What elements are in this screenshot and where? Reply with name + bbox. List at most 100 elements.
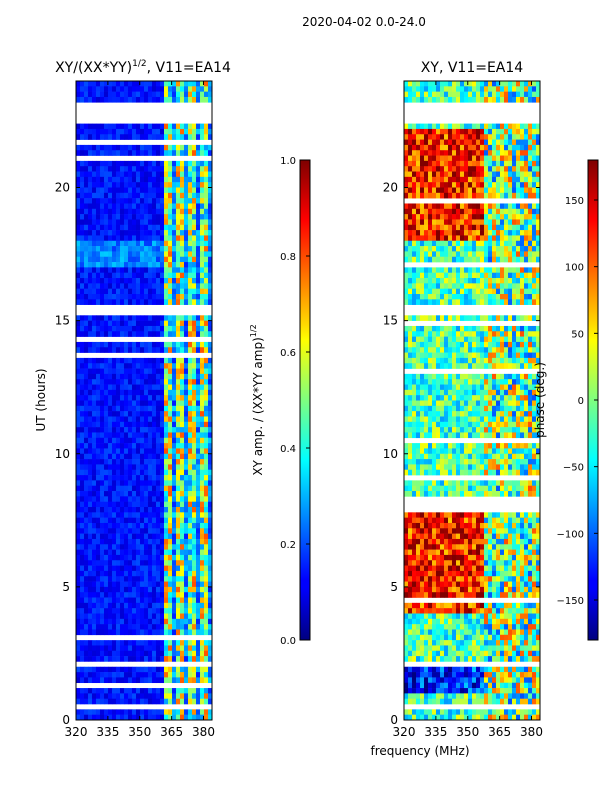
heatmap-cell xyxy=(180,389,185,396)
heatmap-cell xyxy=(464,251,469,258)
heatmap-cell xyxy=(196,341,201,348)
heatmap-cell xyxy=(208,278,213,284)
heatmap-cell xyxy=(108,256,113,263)
heatmap-cell xyxy=(116,294,121,300)
heatmap-cell xyxy=(160,203,165,210)
heatmap-cell xyxy=(428,150,433,156)
heatmap-cell xyxy=(176,411,181,417)
heatmap-cell xyxy=(144,267,149,274)
heatmap-cell xyxy=(464,192,469,199)
heatmap-cell xyxy=(524,144,529,151)
heatmap-cell xyxy=(200,693,205,700)
heatmap-cell xyxy=(148,208,153,215)
heatmap-cell xyxy=(164,235,169,242)
heatmap-cell xyxy=(84,91,89,98)
heatmap-cell xyxy=(76,176,81,183)
heatmap-cell xyxy=(132,656,137,662)
heatmap-cell xyxy=(208,618,213,625)
heatmap-cell xyxy=(88,427,93,433)
heatmap-cell xyxy=(96,325,101,332)
heatmap-cell xyxy=(108,656,113,662)
heatmap-cell xyxy=(80,81,85,87)
heatmap-cell xyxy=(180,507,185,513)
heatmap-cell xyxy=(120,299,125,305)
heatmap-cell xyxy=(148,453,153,460)
heatmap-cell xyxy=(148,512,153,518)
heatmap-cell xyxy=(164,714,169,721)
heatmap-cell xyxy=(516,192,521,199)
heatmap-cell xyxy=(100,544,105,550)
heatmap-cell xyxy=(532,86,537,92)
heatmap-cell xyxy=(116,602,121,609)
heatmap-cell xyxy=(124,123,129,130)
heatmap-cell xyxy=(504,246,509,252)
heatmap-cell xyxy=(416,208,421,215)
heatmap-cell xyxy=(444,325,449,332)
heatmap-cell xyxy=(500,246,505,252)
heatmap-cell xyxy=(180,91,185,98)
heatmap-cell xyxy=(92,357,97,364)
heatmap-cell xyxy=(172,576,177,582)
heatmap-cell xyxy=(496,230,501,236)
heatmap-cell xyxy=(172,427,177,433)
heatmap-cell xyxy=(108,208,113,215)
amp-colorbar-gradient xyxy=(299,159,311,641)
heatmap-cell xyxy=(180,528,185,534)
heatmap-cell xyxy=(88,602,93,609)
heatmap-cell xyxy=(196,592,201,598)
heatmap-cell xyxy=(100,341,105,348)
heatmap-cell xyxy=(112,331,117,337)
heatmap-cell xyxy=(420,219,425,226)
heatmap-cell xyxy=(124,427,129,433)
heatmap-cell xyxy=(532,208,537,215)
heatmap-cell xyxy=(184,278,189,284)
heatmap-cell xyxy=(196,581,201,588)
heatmap-cell xyxy=(204,91,209,98)
heatmap-cell xyxy=(164,592,169,598)
heatmap-cell xyxy=(188,656,193,662)
heatmap-cell xyxy=(100,624,105,630)
heatmap-cell xyxy=(460,267,465,274)
heatmap-cell xyxy=(532,91,537,98)
heatmap-cell xyxy=(108,160,113,167)
heatmap-cell xyxy=(404,267,409,274)
heatmap-cell xyxy=(472,128,477,135)
heatmap-cell xyxy=(116,373,121,380)
heatmap-cell xyxy=(200,608,205,614)
heatmap-cell xyxy=(160,459,165,465)
heatmap-cell xyxy=(120,325,125,332)
heatmap-cell xyxy=(516,331,521,337)
heatmap-cell xyxy=(112,629,117,636)
heatmap-cell xyxy=(192,475,197,481)
heatmap-cell xyxy=(144,443,149,449)
heatmap-cell xyxy=(456,182,461,188)
heatmap-cell xyxy=(156,618,161,625)
heatmap-cell xyxy=(84,224,89,231)
heatmap-cell xyxy=(472,246,477,252)
heatmap-cell xyxy=(120,554,125,561)
heatmap-cell xyxy=(164,251,169,258)
heatmap-cell xyxy=(164,176,169,183)
heatmap-cell xyxy=(80,709,85,715)
heatmap-cell xyxy=(424,203,429,210)
heatmap-cell xyxy=(172,432,177,439)
heatmap-cell xyxy=(480,256,485,263)
heatmap-cell xyxy=(172,219,177,226)
heatmap-cell xyxy=(192,198,197,204)
heatmap-cell xyxy=(100,267,105,274)
heatmap-cell xyxy=(120,128,125,135)
heatmap-cell xyxy=(92,187,97,194)
heatmap-cell xyxy=(124,459,129,465)
heatmap-cell xyxy=(420,86,425,92)
heatmap-cell xyxy=(168,400,173,407)
heatmap-cell xyxy=(528,283,533,289)
heatmap-cell xyxy=(108,496,113,502)
heatmap-cell xyxy=(152,208,157,215)
heatmap-cell xyxy=(204,512,209,518)
heatmap-cell xyxy=(488,192,493,199)
heatmap-cell xyxy=(156,267,161,274)
heatmap-cell xyxy=(108,453,113,460)
heatmap-cell xyxy=(196,373,201,380)
heatmap-cell xyxy=(188,448,193,455)
heatmap-cell xyxy=(476,203,481,210)
